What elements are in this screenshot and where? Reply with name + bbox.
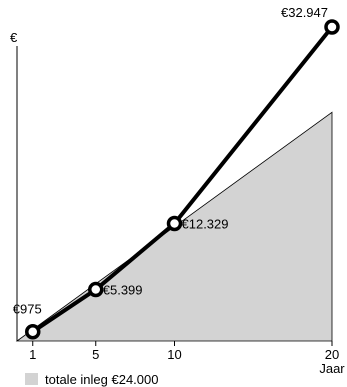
y-axis-symbol: €: [10, 30, 18, 45]
data-point: [25, 323, 41, 340]
legend-swatch: [25, 373, 38, 385]
x-tick-label: 1: [29, 347, 36, 362]
x-tick-label: 10: [167, 347, 181, 362]
data-point: [324, 19, 340, 35]
x-axis-label: Jaar: [319, 361, 345, 376]
data-label-layer: €975 €5.399 €12.329 €32.947: [13, 5, 328, 317]
growth-line: [30, 25, 334, 334]
x-tick-label: 5: [92, 347, 99, 362]
x-tick-label: 20: [325, 347, 339, 362]
data-point-layer: [25, 19, 340, 340]
data-label: €12.329: [182, 216, 229, 231]
growth-line-layer: [30, 25, 334, 334]
data-point: [88, 281, 104, 298]
legend-label: totale inleg €24.000: [45, 372, 158, 387]
x-tick-layer: 1 5 10 20: [29, 341, 339, 362]
data-point: [166, 215, 183, 232]
data-label: €32.947: [281, 5, 328, 20]
data-label: €5.399: [103, 283, 143, 298]
data-label: €975: [13, 302, 42, 317]
